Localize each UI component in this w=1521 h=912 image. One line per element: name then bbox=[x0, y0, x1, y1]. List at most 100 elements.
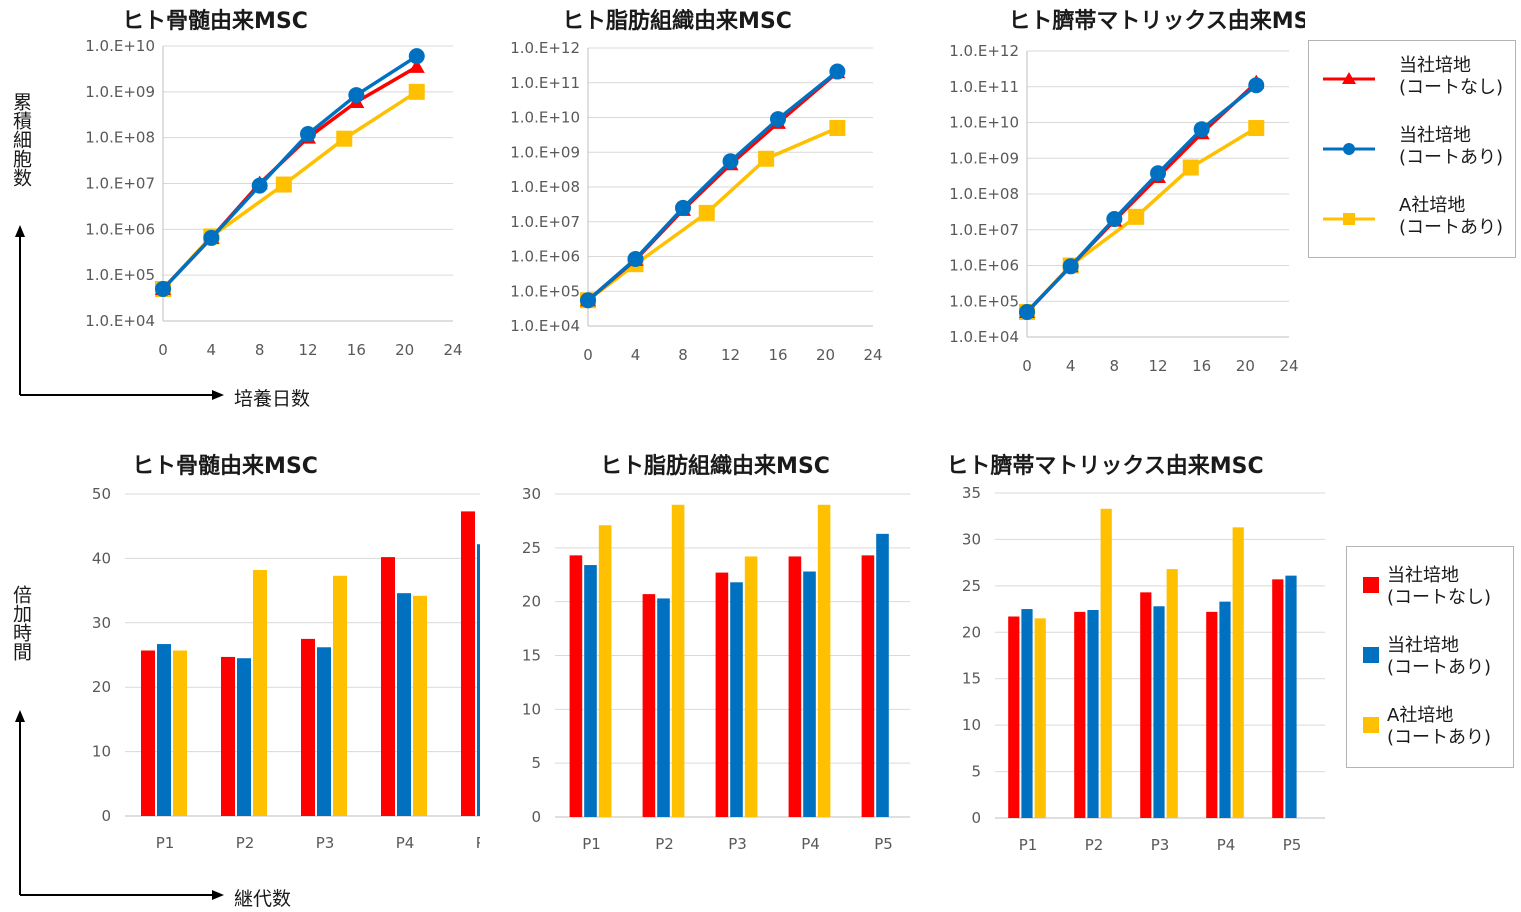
data-point bbox=[408, 83, 425, 100]
line-axis-guide bbox=[15, 225, 224, 400]
chart-svg: ヒト骨髄由来MSC 1.0.E+04 1.0.E+05 1.0.E+06 1.0.E+0… bbox=[85, 8, 462, 359]
data-point bbox=[155, 280, 171, 297]
x-tick-label: 12 bbox=[721, 346, 740, 364]
y-tick-label: 1.0.E+11 bbox=[949, 78, 1019, 96]
x-tick-label: P4 bbox=[396, 834, 415, 852]
bar bbox=[569, 555, 583, 817]
y-tick-label: 1.0.E+10 bbox=[85, 37, 155, 55]
bar-xlabel: 継代数 bbox=[234, 888, 292, 910]
bar bbox=[861, 555, 875, 817]
data-point bbox=[348, 87, 365, 104]
bar bbox=[715, 572, 729, 817]
x-tick-label: 0 bbox=[1022, 357, 1032, 375]
bar bbox=[237, 658, 251, 816]
bar bbox=[1153, 606, 1165, 818]
y-tick-label: 1.0.E+07 bbox=[85, 175, 155, 193]
y-tick-label: 1.0.E+05 bbox=[949, 292, 1019, 310]
series-line bbox=[161, 54, 418, 291]
bar bbox=[413, 595, 427, 816]
y-tick-label: 20 bbox=[962, 623, 981, 641]
bar bbox=[221, 656, 235, 816]
x-tick-label: 16 bbox=[768, 346, 787, 364]
y-tick-label: 15 bbox=[522, 647, 541, 665]
x-tick-label: P2 bbox=[1085, 836, 1104, 854]
x-tick-label: 12 bbox=[1148, 357, 1167, 375]
bar bbox=[1219, 601, 1231, 818]
bar bbox=[1285, 575, 1297, 818]
bar bbox=[397, 593, 411, 816]
x-tick-label: 24 bbox=[443, 341, 462, 359]
bar bbox=[301, 638, 315, 816]
bar bbox=[1166, 569, 1178, 818]
x-tick-label: 8 bbox=[1110, 357, 1120, 375]
data-point bbox=[580, 292, 596, 309]
x-tick-label: 20 bbox=[395, 341, 414, 359]
y-tick-label: 25 bbox=[522, 539, 541, 557]
bar bbox=[1272, 579, 1284, 818]
y-tick-label: 1.0.E+05 bbox=[510, 282, 580, 300]
data-point bbox=[275, 176, 292, 193]
y-tick-label: 1.0.E+04 bbox=[510, 317, 580, 335]
y-tick-label: 1.0.E+04 bbox=[85, 312, 155, 330]
y-tick-label: 1.0.E+06 bbox=[949, 257, 1019, 275]
bar bbox=[671, 504, 685, 817]
bar bbox=[1034, 618, 1046, 818]
line-ylabel: 累積細胞数 bbox=[10, 92, 32, 187]
legend-line-marker-red bbox=[1323, 72, 1375, 84]
bar bbox=[1087, 610, 1099, 818]
x-tick-label: P3 bbox=[1151, 836, 1170, 854]
x-tick-label: P5 bbox=[874, 835, 893, 853]
y-tick-label: 30 bbox=[92, 614, 111, 632]
data-point bbox=[1062, 258, 1079, 275]
data-point bbox=[627, 250, 644, 267]
data-point bbox=[300, 126, 316, 143]
data-point bbox=[1150, 165, 1166, 182]
data-point bbox=[408, 58, 425, 73]
bar bbox=[333, 575, 347, 816]
y-tick-label: 5 bbox=[531, 754, 541, 772]
bar bbox=[1021, 609, 1033, 818]
chart-title: ヒト骨髄由来MSC bbox=[132, 453, 318, 479]
y-tick-label: 0 bbox=[101, 807, 111, 825]
x-tick-label: P1 bbox=[1019, 836, 1038, 854]
y-tick-label: 1.0.E+08 bbox=[949, 185, 1019, 203]
bar bbox=[477, 544, 480, 816]
x-tick-label: 4 bbox=[1066, 357, 1076, 375]
line-legend: 当社培地 (コートなし) 当社培地 (コートあり) A社培地 (コートあり) bbox=[1308, 40, 1516, 258]
x-tick-label: P4 bbox=[1217, 836, 1236, 854]
y-tick-label: 1.0.E+07 bbox=[949, 221, 1019, 239]
x-tick-label: 12 bbox=[298, 341, 317, 359]
x-tick-label: 20 bbox=[1236, 357, 1255, 375]
y-tick-label: 1.0.E+06 bbox=[510, 248, 580, 266]
x-tick-label: 16 bbox=[1192, 357, 1211, 375]
x-tick-label: P1 bbox=[156, 834, 175, 852]
data-point bbox=[1193, 121, 1210, 138]
y-tick-label: 1.0.E+12 bbox=[949, 42, 1019, 60]
y-tick-label: 1.0.E+05 bbox=[85, 266, 155, 284]
data-point bbox=[1106, 210, 1123, 227]
bar bbox=[1206, 611, 1218, 818]
y-tick-label: 20 bbox=[522, 593, 541, 611]
line-chart-bone-marrow: ヒト骨髄由来MSC 1.0.E+04 1.0.E+05 1.0.E+06 1.0.E+0… bbox=[40, 0, 480, 370]
line-xlabel: 培養日数 bbox=[234, 388, 311, 410]
bar bbox=[657, 598, 670, 817]
bar-chart-bone-marrow: ヒト骨髄由来MSC 0 10 20 30 40 50 P1 P2 P3 P4 P5 bbox=[60, 445, 480, 865]
legend-label: 当社培地 (コートあり) bbox=[1387, 635, 1492, 678]
x-tick-label: 16 bbox=[347, 341, 366, 359]
legend-label: 当社培地 (コートなし) bbox=[1387, 565, 1492, 608]
chart-svg: ヒト臍帯マトリックス由来MSC 0 5 10 15 20 25 30 35 P1 P2 P3 P4 P5 bbox=[946, 453, 1325, 854]
bar-ylabel: 倍加時間 bbox=[10, 585, 32, 661]
legend-label: 当社培地 (コートあり) bbox=[1399, 125, 1504, 168]
bar bbox=[141, 650, 155, 816]
x-tick-label: P3 bbox=[728, 835, 747, 853]
bar bbox=[598, 525, 612, 817]
data-point bbox=[1019, 304, 1035, 321]
bar-chart-umbilical: ヒト臍帯マトリックス由来MSC 0 5 10 15 20 25 30 35 P1 P2 P3 P4 P5 bbox=[930, 445, 1330, 865]
y-tick-label: 50 bbox=[92, 485, 111, 503]
y-tick-label: 1.0.E+09 bbox=[85, 83, 155, 101]
data-point bbox=[698, 204, 715, 221]
bar bbox=[1008, 616, 1020, 818]
y-tick-label: 1.0.E+06 bbox=[85, 220, 155, 238]
data-point bbox=[675, 199, 691, 216]
line-chart-adipose: ヒト脂肪組織由来MSC 1.0.E+04 1.0.E+05 1.0.E+06 1.0.E… bbox=[465, 0, 905, 370]
